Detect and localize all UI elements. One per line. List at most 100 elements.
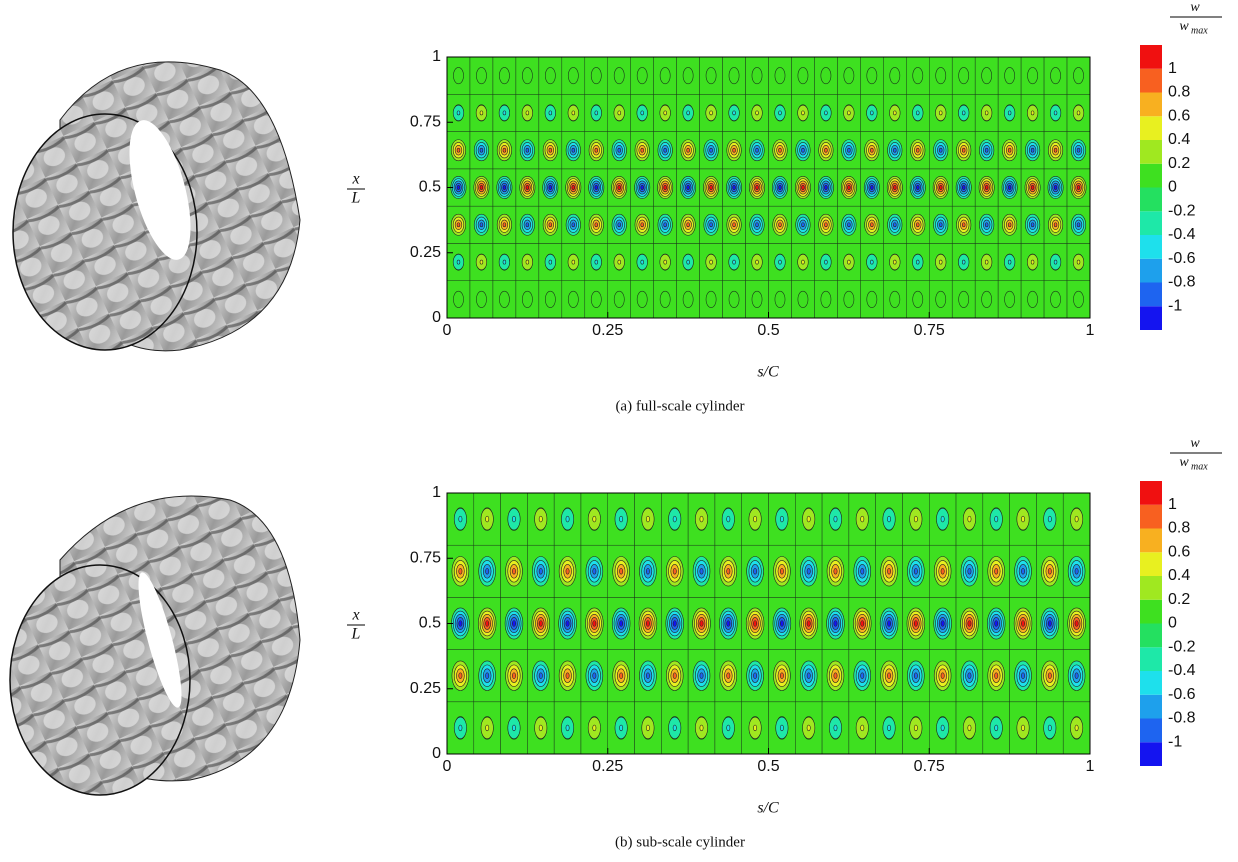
contour-line	[453, 290, 464, 308]
contour-level	[458, 568, 463, 575]
contour-level	[755, 185, 759, 190]
contour-line	[659, 290, 671, 308]
contour-level	[512, 568, 516, 575]
contour-line	[1050, 290, 1061, 308]
contour-level	[732, 259, 736, 265]
contour-level	[619, 724, 624, 732]
contour-level	[860, 515, 865, 523]
contour-level	[456, 147, 461, 153]
x-tick-label: 1	[1086, 758, 1095, 775]
y-tick-label: 1	[432, 48, 441, 65]
contour-level	[961, 185, 966, 190]
colorbar-swatch	[1140, 45, 1162, 69]
contour-level	[755, 147, 759, 153]
contour-level	[984, 110, 989, 116]
contour-cell	[837, 280, 861, 319]
contour-level	[571, 259, 576, 265]
contour-line	[682, 290, 694, 308]
colorbar-swatch	[1140, 282, 1162, 307]
contour-cell	[814, 280, 838, 319]
contour-level	[939, 259, 943, 265]
contour-cell	[630, 56, 654, 95]
contour-level	[592, 515, 597, 523]
contour-level	[779, 620, 784, 627]
contour-level	[1074, 515, 1079, 523]
contour-level	[502, 222, 507, 228]
contour-level	[525, 110, 530, 116]
colorbar-swatch	[1140, 599, 1162, 624]
contour-cell	[745, 280, 769, 319]
contour-level	[565, 724, 570, 732]
colorbar-swatch	[1140, 742, 1162, 766]
contour-level	[801, 222, 805, 228]
contour-line	[1027, 290, 1038, 308]
contour-line	[728, 67, 740, 85]
contour-level	[939, 110, 943, 116]
contour-level	[458, 672, 463, 679]
contour-line	[797, 290, 809, 308]
contour-level	[594, 185, 598, 190]
contour-cell	[974, 280, 999, 319]
contour-level	[847, 259, 851, 265]
contour-level	[479, 147, 484, 153]
contour-level	[961, 259, 966, 265]
contour-level	[548, 259, 553, 265]
contour-level	[806, 515, 811, 523]
contour-level	[887, 724, 891, 732]
contour-level	[939, 185, 943, 190]
colorbar-label-numerator: w	[1190, 0, 1200, 15]
contour-cell	[722, 56, 746, 95]
y-label-denominator: L	[351, 190, 361, 207]
contour-level	[456, 259, 461, 265]
contour-level	[594, 110, 598, 116]
colorbar-swatch	[1140, 187, 1162, 212]
contour-level	[753, 620, 758, 627]
contour-level	[755, 222, 759, 228]
contour-level	[502, 259, 507, 265]
contour-level	[847, 110, 851, 116]
contour-level	[824, 259, 828, 265]
y-tick-label: 0.25	[410, 244, 441, 261]
contour-level	[1021, 672, 1025, 679]
contour-level	[940, 568, 945, 575]
contour-level	[940, 672, 945, 679]
contour-line	[866, 67, 878, 85]
contour-line	[843, 67, 855, 85]
contour-line	[1073, 67, 1084, 85]
contour-level	[617, 185, 621, 190]
contour-line	[476, 67, 487, 85]
contour-line	[1004, 290, 1015, 308]
contour-cell	[699, 56, 723, 95]
contour-level	[619, 515, 624, 523]
contour-level	[1053, 185, 1058, 190]
contour-level	[1021, 724, 1025, 732]
contour-level	[458, 724, 463, 732]
contour-line	[935, 67, 947, 85]
contour-line	[774, 67, 786, 85]
colorbar-swatch	[1140, 306, 1162, 330]
contour-level	[686, 259, 690, 265]
contour-line	[820, 290, 832, 308]
contour-level	[646, 568, 650, 575]
contour-level	[1053, 222, 1058, 228]
contour-line	[522, 290, 533, 308]
contour-line	[590, 290, 602, 308]
contour-cell	[875, 649, 903, 703]
contour-level	[779, 724, 784, 732]
contour-line	[522, 67, 533, 85]
contour-field	[446, 492, 1091, 755]
colorbar-swatch	[1140, 528, 1162, 553]
x-tick-label: 1	[1086, 322, 1095, 339]
contour-level	[538, 515, 543, 523]
contour-cell	[955, 544, 984, 598]
contour-level	[592, 724, 597, 732]
contour-level	[538, 672, 543, 679]
contour-level	[1076, 259, 1081, 265]
contour-level	[479, 110, 484, 116]
contour-level	[753, 724, 758, 732]
contour-level	[1047, 620, 1052, 627]
y-tick-label: 0.5	[419, 179, 441, 196]
contour-level	[726, 515, 731, 523]
contour-level	[1053, 110, 1058, 116]
contour-level	[726, 724, 731, 732]
